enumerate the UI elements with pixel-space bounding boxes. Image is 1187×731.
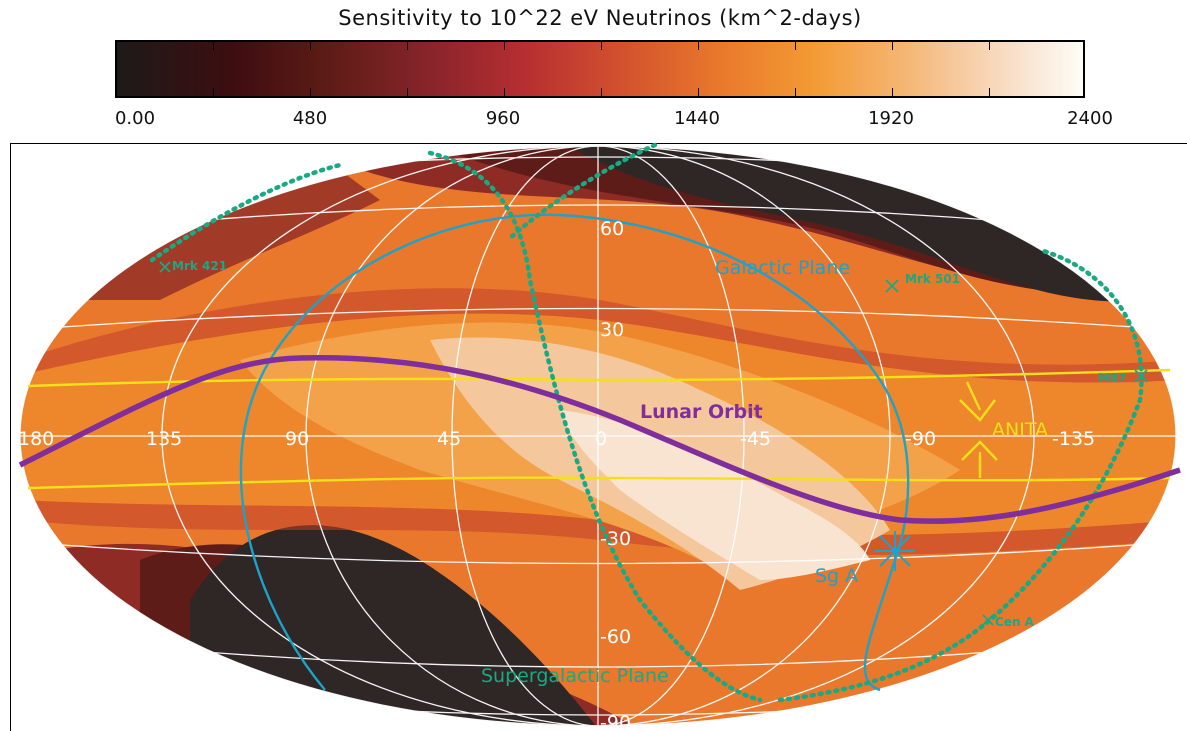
colorbar-tick-0: 0.00 — [114, 108, 156, 129]
lat-label-30: 30 — [600, 319, 624, 341]
lon-label-90: 90 — [285, 428, 309, 450]
anita-label: ANITA — [992, 419, 1048, 441]
source-markers — [159, 261, 1148, 626]
supergalactic-plane-label: Supergalactic Plane — [481, 665, 669, 687]
colorbar-tick-2400: 2400 — [1067, 108, 1113, 129]
colorbar-tick-960: 960 — [485, 108, 521, 129]
graticule — [19, 145, 1177, 727]
lon-label-m45: -45 — [740, 428, 771, 450]
sky-map: Mrk 421 Mrk 501 M87 Cen A Galactic Plane… — [18, 142, 1181, 731]
colorbar-title: Sensitivity to 10^22 eV Neutrinos (km^2-… — [338, 6, 862, 30]
colorbar-tick-1440: 1440 — [674, 108, 720, 129]
lat-label-m30: -30 — [600, 528, 631, 550]
lon-label-0: 0 — [595, 428, 607, 450]
galactic-plane-label: Galactic Plane — [715, 257, 850, 279]
lon-label-m90: -90 — [905, 428, 936, 450]
lon-label-180: 180 — [18, 428, 54, 450]
label-m87: M87 — [1098, 371, 1127, 385]
sga-label: Sg A — [815, 565, 858, 587]
label-mrk421: Mrk 421 — [172, 259, 227, 273]
colorbar — [115, 40, 1085, 98]
lon-label-135: 135 — [146, 428, 182, 450]
plot-frame-top — [10, 143, 1187, 144]
plot-frame-left — [10, 143, 11, 731]
lunar-orbit-curve — [18, 355, 1181, 524]
colorbar-tick-1920: 1920 — [868, 108, 914, 129]
supergalactic-plane-curve — [149, 142, 1144, 703]
lon-label-m135: -135 — [1052, 428, 1095, 450]
lat-label-60: 60 — [600, 218, 624, 240]
label-mrk501: Mrk 501 — [905, 272, 960, 286]
anita-band — [27, 368, 1171, 490]
label-cena: Cen A — [995, 615, 1035, 629]
lunar-orbit-label: Lunar Orbit — [640, 401, 763, 423]
sga-marker — [875, 531, 915, 571]
lat-label-m90: -90 — [600, 712, 631, 731]
lat-label-m60: -60 — [600, 626, 631, 648]
lon-label-45: 45 — [437, 428, 461, 450]
colorbar-tick-480: 480 — [292, 108, 328, 129]
